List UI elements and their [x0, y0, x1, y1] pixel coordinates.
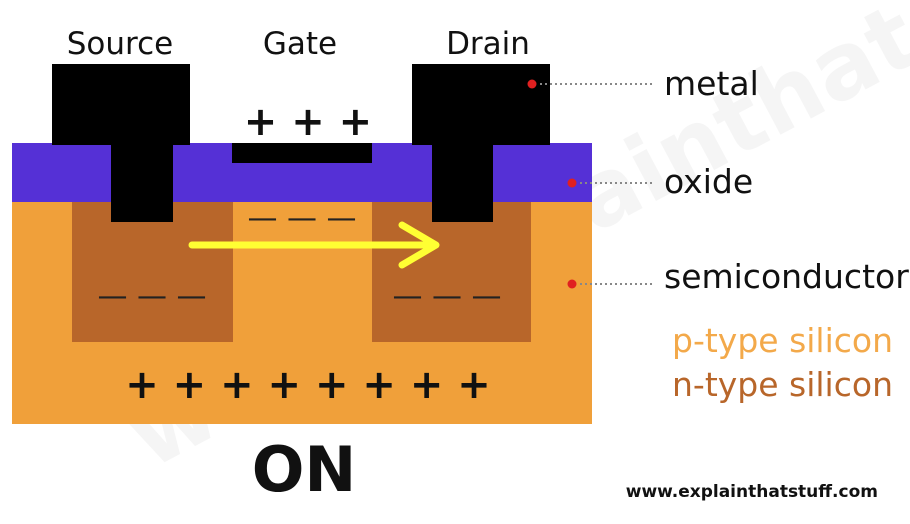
semiconductor-label: semiconductor	[664, 257, 909, 296]
source-label: Source	[67, 26, 173, 62]
n-type-silicon-label: n-type silicon	[672, 365, 893, 404]
semiconductor-leader	[567, 279, 652, 289]
gate-label: Gate	[263, 26, 337, 62]
oxide-label: oxide	[664, 162, 753, 201]
source-n-well	[72, 200, 233, 342]
drain-negative-charges: — — —	[392, 279, 501, 314]
state-label: ON	[252, 433, 357, 506]
drain-metal-contact	[412, 64, 550, 222]
current-flow-arrow	[188, 221, 440, 269]
gate-positive-charges: + + +	[244, 99, 372, 145]
website-url: www.explainthatstuff.com	[626, 482, 878, 502]
channel-negative-charges: — — —	[247, 201, 356, 236]
metal-leader	[527, 79, 652, 89]
oxide-leader	[567, 178, 652, 188]
drain-label: Drain	[446, 26, 530, 62]
gate-metal-contact	[232, 143, 372, 163]
drain-n-well	[372, 200, 531, 342]
p-type-silicon-label: p-type silicon	[672, 321, 893, 360]
substrate-positive-charges: + + + + + + + +	[125, 362, 491, 408]
source-metal-contact	[52, 64, 190, 222]
source-negative-charges: — — —	[97, 279, 206, 314]
metal-label: metal	[664, 64, 759, 103]
